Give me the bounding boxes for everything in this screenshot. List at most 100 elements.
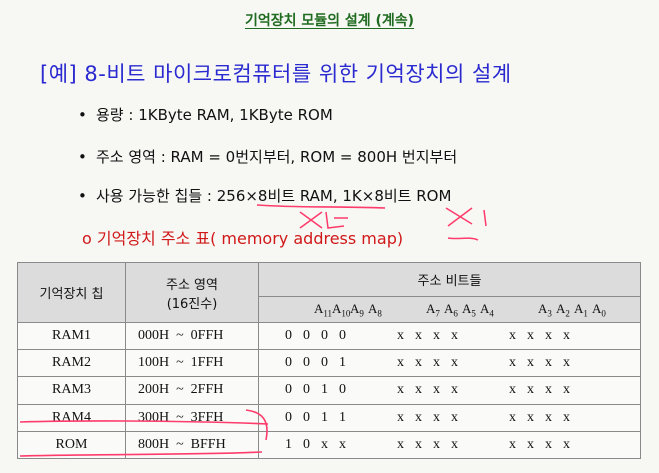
bit-label-group: A11A10A9 A8 bbox=[294, 301, 406, 319]
bit-value: x bbox=[563, 436, 570, 452]
chip-name: RAM3 bbox=[17, 376, 126, 405]
bullet-dot: • bbox=[78, 187, 87, 205]
bit-value: x bbox=[397, 328, 404, 344]
bit-value: x bbox=[545, 409, 552, 425]
bit-value: 1 bbox=[321, 382, 328, 398]
bit-value: x bbox=[433, 409, 440, 425]
scribble-x-rom bbox=[445, 207, 487, 227]
bullet-address-range: • 주소 영역 : RAM = 0번지부터, ROM = 800H 번지부터 bbox=[78, 146, 457, 167]
address-range: 100H ~ 1FFH bbox=[125, 349, 259, 378]
bit-value: x bbox=[509, 355, 516, 371]
bit-value: x bbox=[433, 436, 440, 452]
bit-value: x bbox=[545, 355, 552, 371]
bit-value: 0 bbox=[303, 328, 310, 344]
bit-label: A1 bbox=[574, 300, 588, 319]
bit-value: x bbox=[527, 436, 534, 452]
bit-label-group: A3 A2 A1 A0 bbox=[518, 301, 630, 319]
bit-label: A4 bbox=[480, 300, 494, 319]
bit-label-row: A11A10A9 A8 A7 A6 A5 A4 A3 A2 A1 A0 bbox=[258, 296, 641, 323]
bit-value: 1 bbox=[285, 436, 292, 452]
bit-label: A2 bbox=[556, 300, 570, 319]
header-range: 주소 영역 (16진수) bbox=[125, 262, 259, 323]
bit-value: 1 bbox=[339, 355, 346, 371]
bit-value: 0 bbox=[303, 382, 310, 398]
bit-value: x bbox=[509, 436, 516, 452]
bit-value: 1 bbox=[339, 409, 346, 425]
bit-label: A9 bbox=[350, 300, 364, 319]
bit-value: 0 bbox=[303, 355, 310, 371]
bit-label: A3 bbox=[538, 300, 552, 319]
bullet-text: 주소 영역 : RAM = 0번지부터, ROM = 800H 번지부터 bbox=[96, 148, 458, 166]
bit-value: x bbox=[415, 355, 422, 371]
bit-label-group: A7 A6 A5 A4 bbox=[406, 301, 518, 319]
bit-value: x bbox=[563, 328, 570, 344]
bullet-text: 용량 : 1KByte RAM, 1KByte ROM bbox=[96, 106, 333, 124]
bit-value: x bbox=[527, 382, 534, 398]
bit-value: x bbox=[451, 328, 458, 344]
header-range-line1: 주소 영역 bbox=[166, 277, 218, 293]
bit-label: A6 bbox=[444, 300, 458, 319]
bit-label: A11 bbox=[314, 300, 333, 319]
bit-value: x bbox=[545, 328, 552, 344]
bit-value: 0 bbox=[285, 382, 292, 398]
bullet-capacity: • 용량 : 1KByte RAM, 1KByte ROM bbox=[78, 104, 333, 125]
bit-value: x bbox=[509, 409, 516, 425]
bit-value: 0 bbox=[321, 328, 328, 344]
underline-note-end bbox=[447, 237, 479, 241]
header-chip: 기억장치 칩 bbox=[17, 262, 126, 323]
bit-value: x bbox=[397, 382, 404, 398]
bit-value: x bbox=[509, 328, 516, 344]
bullet-dot: • bbox=[78, 106, 87, 124]
bit-value: x bbox=[397, 355, 404, 371]
header-bits: 주소 비트들 bbox=[258, 262, 641, 297]
bit-value: x bbox=[527, 328, 534, 344]
bullet-text: 사용 가능한 칩들 : 256×8비트 RAM, 1K×8비트 ROM bbox=[96, 187, 452, 205]
bit-value: x bbox=[415, 328, 422, 344]
bit-value: 0 bbox=[321, 355, 328, 371]
address-range: 200H ~ 2FFH bbox=[125, 376, 259, 405]
header-range-line2: (16진수) bbox=[166, 296, 218, 312]
table-row: RAM2 100H ~ 1FFH 0 0 0 1 x x x x x x x x bbox=[17, 349, 641, 378]
chip-name: RAM2 bbox=[17, 349, 126, 378]
bit-value: x bbox=[451, 382, 458, 398]
address-map-note: o 기억장치 주소 표( memory address map) bbox=[82, 229, 404, 248]
bit-value: x bbox=[397, 436, 404, 452]
bit-value: x bbox=[433, 382, 440, 398]
bit-value: 0 bbox=[285, 355, 292, 371]
bit-label: A0 bbox=[592, 300, 606, 319]
table-row: ROM 800H ~ BFFH 1 0 x x x x x x x x x x bbox=[17, 430, 641, 460]
chip-name: ROM bbox=[17, 430, 126, 460]
table-row: RAM1 000H ~ 0FFH 0 0 0 0 x x x x x x x x bbox=[17, 321, 641, 351]
table-body: RAM1 000H ~ 0FFH 0 0 0 0 x x x x x x x x RAM2 100H ~ 1F… bbox=[17, 321, 641, 460]
bit-value: x bbox=[545, 382, 552, 398]
bit-label: A7 bbox=[426, 300, 440, 319]
bit-value: 1 bbox=[321, 409, 328, 425]
table-row: RAM3 200H ~ 2FFH 0 0 1 0 x x x x x x x x bbox=[17, 376, 641, 405]
bit-value: x bbox=[415, 436, 422, 452]
bit-value: x bbox=[451, 355, 458, 371]
bit-value: x bbox=[509, 382, 516, 398]
bit-value: x bbox=[563, 409, 570, 425]
bit-value: x bbox=[451, 409, 458, 425]
bit-value: 0 bbox=[285, 409, 292, 425]
example-heading: [예] 8-비트 마이크로컴퓨터를 위한 기억장치의 설계 bbox=[40, 62, 512, 86]
bit-value: 0 bbox=[303, 436, 310, 452]
address-range: 300H ~ 3FFH bbox=[125, 403, 259, 432]
